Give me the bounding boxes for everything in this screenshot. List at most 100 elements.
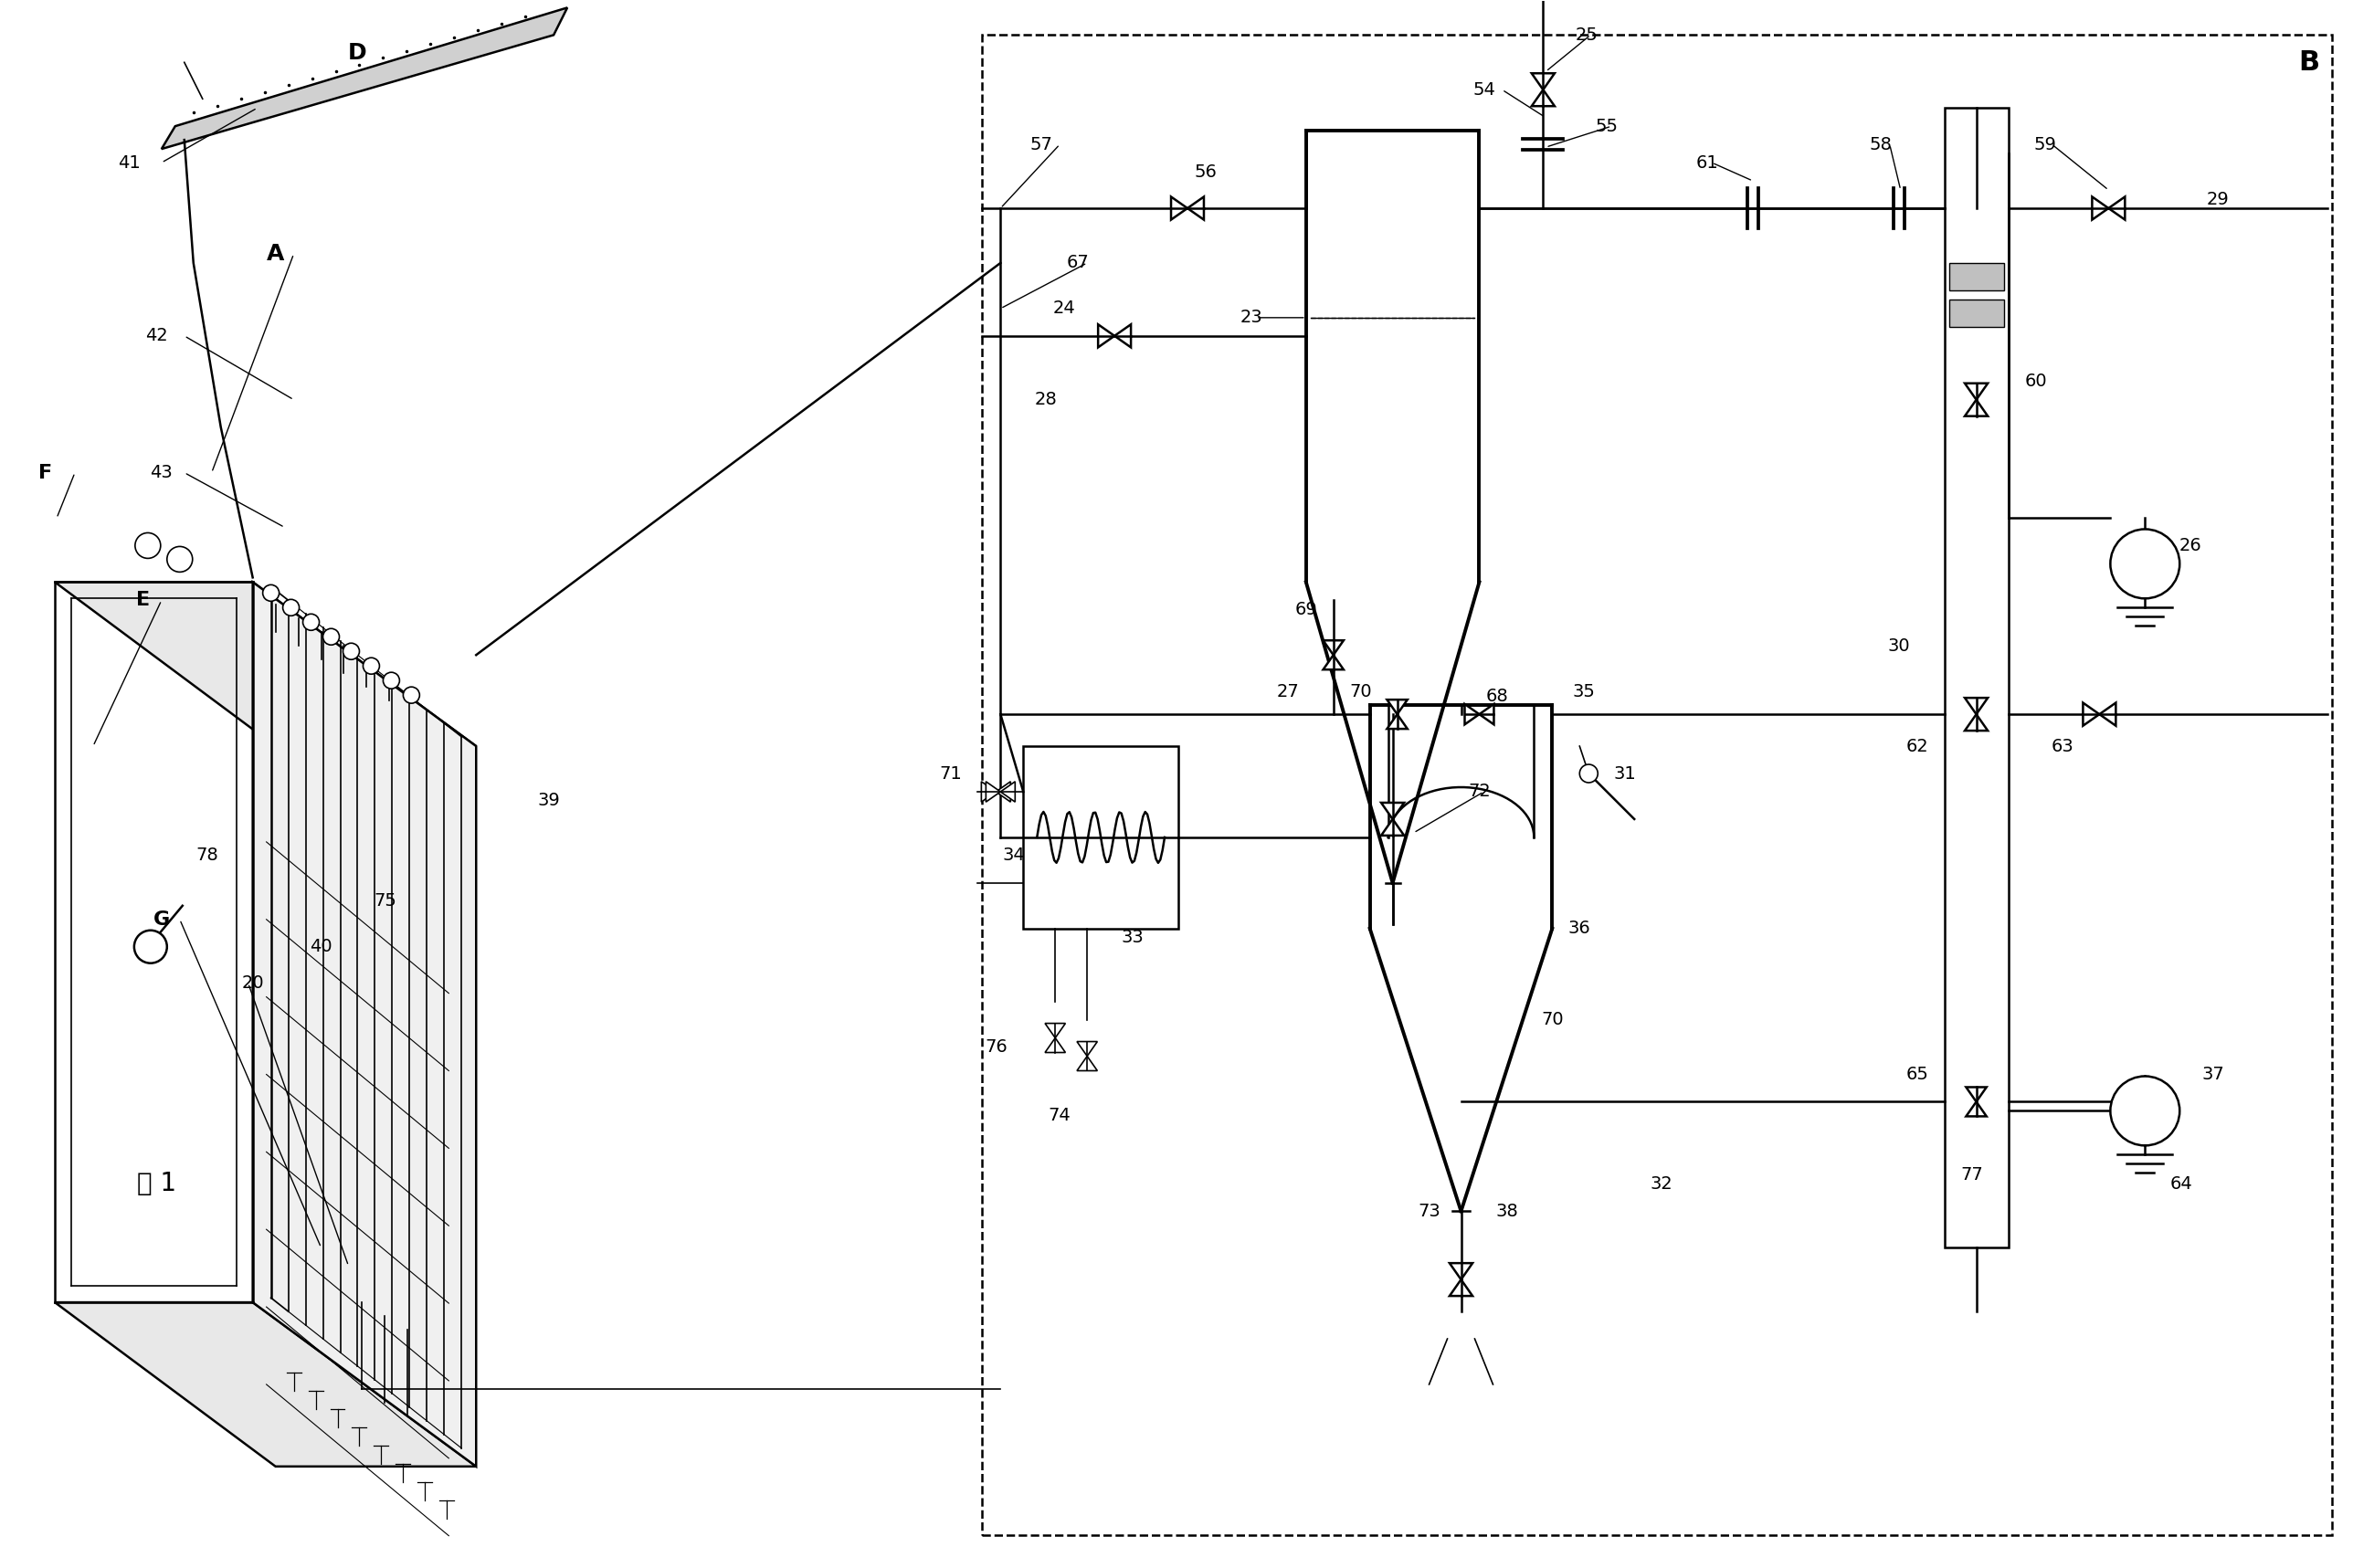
Polygon shape — [1966, 383, 1987, 400]
Polygon shape — [55, 582, 477, 746]
Polygon shape — [161, 8, 567, 149]
Text: 43: 43 — [150, 464, 173, 481]
Polygon shape — [1451, 1279, 1472, 1295]
Circle shape — [135, 930, 166, 963]
Text: 74: 74 — [1049, 1107, 1071, 1124]
Circle shape — [135, 533, 161, 558]
Polygon shape — [1966, 715, 1987, 731]
Polygon shape — [2108, 196, 2125, 220]
Text: 63: 63 — [2051, 737, 2075, 754]
Circle shape — [283, 599, 299, 616]
Polygon shape — [1966, 1087, 1987, 1102]
Text: 55: 55 — [1595, 118, 1619, 135]
Polygon shape — [1966, 400, 1987, 416]
Text: 60: 60 — [2025, 373, 2046, 390]
Polygon shape — [985, 781, 999, 801]
Text: 62: 62 — [1906, 737, 1928, 754]
Text: 37: 37 — [2203, 1066, 2224, 1083]
Bar — [1949, 299, 2004, 326]
Text: D: D — [349, 42, 368, 64]
Circle shape — [323, 629, 339, 644]
Text: 78: 78 — [195, 847, 218, 864]
Polygon shape — [1113, 325, 1130, 348]
Polygon shape — [980, 781, 997, 801]
Text: 29: 29 — [2208, 190, 2229, 209]
Text: 67: 67 — [1066, 254, 1090, 271]
Polygon shape — [252, 582, 477, 1466]
Polygon shape — [1966, 698, 1987, 715]
Polygon shape — [1322, 655, 1344, 670]
Polygon shape — [1170, 196, 1187, 220]
Text: 75: 75 — [373, 892, 396, 909]
Text: F: F — [38, 464, 52, 481]
Circle shape — [1579, 764, 1598, 782]
Text: 70: 70 — [1348, 682, 1372, 701]
Polygon shape — [1187, 196, 1204, 220]
Text: 72: 72 — [1467, 782, 1491, 800]
Text: 42: 42 — [145, 328, 169, 345]
Text: 57: 57 — [1030, 136, 1054, 154]
Text: 28: 28 — [1035, 390, 1056, 408]
Bar — [1023, 746, 1178, 928]
Text: 56: 56 — [1194, 163, 1218, 180]
Circle shape — [264, 585, 280, 601]
Polygon shape — [1451, 1264, 1472, 1279]
Text: 图 1: 图 1 — [138, 1171, 176, 1196]
Circle shape — [404, 687, 420, 704]
Polygon shape — [2099, 702, 2115, 726]
Polygon shape — [1045, 1038, 1066, 1052]
Text: 23: 23 — [1239, 309, 1263, 326]
Text: 59: 59 — [2032, 136, 2056, 154]
Text: G: G — [154, 911, 171, 928]
Text: 32: 32 — [1650, 1174, 1674, 1193]
Text: 27: 27 — [1277, 682, 1299, 701]
Text: 54: 54 — [1472, 82, 1496, 99]
Text: 71: 71 — [940, 765, 961, 782]
Text: 69: 69 — [1294, 601, 1318, 618]
Text: 25: 25 — [1576, 27, 1598, 44]
Polygon shape — [1078, 1057, 1097, 1071]
Text: E: E — [135, 591, 150, 610]
Polygon shape — [1531, 74, 1555, 89]
Polygon shape — [999, 781, 1016, 801]
Polygon shape — [2082, 702, 2099, 726]
Polygon shape — [1078, 1041, 1097, 1057]
Polygon shape — [1531, 89, 1555, 107]
Text: 26: 26 — [2179, 536, 2203, 554]
Polygon shape — [1966, 1102, 1987, 1116]
Text: 34: 34 — [1002, 847, 1026, 864]
Text: 64: 64 — [2170, 1174, 2194, 1193]
Text: 36: 36 — [1569, 920, 1591, 938]
Text: 70: 70 — [1541, 1011, 1564, 1029]
Text: 40: 40 — [311, 938, 332, 955]
Polygon shape — [1382, 803, 1403, 818]
Text: 38: 38 — [1496, 1203, 1517, 1220]
Circle shape — [166, 547, 192, 572]
Text: 20: 20 — [242, 975, 264, 993]
Circle shape — [342, 643, 358, 660]
Text: 61: 61 — [1695, 154, 1719, 171]
Text: 76: 76 — [985, 1038, 1007, 1055]
Text: 24: 24 — [1054, 299, 1075, 317]
Polygon shape — [1465, 704, 1479, 724]
Text: A: A — [266, 243, 285, 265]
Polygon shape — [1386, 715, 1408, 729]
Polygon shape — [1479, 704, 1493, 724]
Polygon shape — [2091, 196, 2108, 220]
Polygon shape — [1386, 699, 1408, 715]
Text: 73: 73 — [1417, 1203, 1441, 1220]
Polygon shape — [1382, 818, 1403, 836]
Polygon shape — [997, 781, 1011, 801]
Polygon shape — [55, 1303, 477, 1466]
Text: 30: 30 — [1887, 637, 1911, 654]
Circle shape — [304, 615, 318, 630]
Circle shape — [2110, 1076, 2179, 1146]
Polygon shape — [1322, 640, 1344, 655]
Text: 39: 39 — [539, 792, 560, 809]
Text: B: B — [2298, 49, 2319, 75]
Text: 33: 33 — [1121, 928, 1144, 947]
Bar — [983, 34, 2331, 1535]
Text: 31: 31 — [1614, 765, 1636, 782]
Polygon shape — [1045, 1024, 1066, 1038]
Circle shape — [363, 657, 380, 674]
